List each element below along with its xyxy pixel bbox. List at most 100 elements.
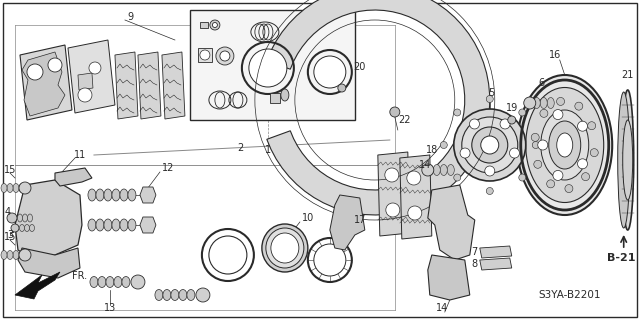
Ellipse shape bbox=[128, 219, 136, 231]
Ellipse shape bbox=[114, 276, 122, 287]
Polygon shape bbox=[68, 40, 115, 113]
Ellipse shape bbox=[98, 276, 106, 287]
Circle shape bbox=[220, 51, 230, 61]
Polygon shape bbox=[428, 255, 470, 300]
Ellipse shape bbox=[19, 225, 24, 231]
Circle shape bbox=[408, 206, 422, 220]
Ellipse shape bbox=[481, 136, 499, 154]
Circle shape bbox=[534, 160, 542, 168]
Ellipse shape bbox=[271, 233, 299, 263]
Circle shape bbox=[524, 97, 536, 109]
Text: 7: 7 bbox=[472, 247, 478, 257]
Circle shape bbox=[422, 164, 434, 176]
Circle shape bbox=[484, 166, 495, 176]
Circle shape bbox=[553, 171, 563, 180]
Text: 21: 21 bbox=[621, 70, 634, 80]
Ellipse shape bbox=[454, 109, 461, 116]
Circle shape bbox=[212, 22, 218, 28]
Circle shape bbox=[78, 88, 92, 102]
Circle shape bbox=[590, 149, 598, 157]
Ellipse shape bbox=[106, 276, 114, 287]
Ellipse shape bbox=[621, 90, 634, 230]
Circle shape bbox=[210, 20, 220, 30]
Circle shape bbox=[48, 58, 62, 72]
Ellipse shape bbox=[88, 189, 96, 201]
Circle shape bbox=[89, 62, 101, 74]
Polygon shape bbox=[138, 52, 161, 119]
Text: 18: 18 bbox=[426, 145, 438, 155]
Ellipse shape bbox=[104, 189, 112, 201]
Text: 3: 3 bbox=[7, 230, 13, 240]
Ellipse shape bbox=[90, 276, 98, 287]
Circle shape bbox=[582, 173, 589, 181]
Circle shape bbox=[577, 159, 588, 169]
Ellipse shape bbox=[486, 95, 493, 102]
Ellipse shape bbox=[1, 251, 7, 260]
Ellipse shape bbox=[209, 236, 247, 274]
Ellipse shape bbox=[519, 174, 526, 181]
Ellipse shape bbox=[19, 251, 25, 260]
Ellipse shape bbox=[472, 127, 508, 163]
Text: 8: 8 bbox=[472, 259, 478, 269]
Ellipse shape bbox=[540, 98, 547, 108]
Ellipse shape bbox=[623, 120, 633, 200]
Ellipse shape bbox=[447, 164, 454, 175]
Ellipse shape bbox=[547, 98, 554, 108]
Ellipse shape bbox=[440, 141, 447, 148]
Ellipse shape bbox=[517, 75, 612, 215]
Ellipse shape bbox=[120, 219, 128, 231]
Text: 20: 20 bbox=[354, 62, 366, 72]
Ellipse shape bbox=[128, 189, 136, 201]
Polygon shape bbox=[378, 152, 410, 236]
Circle shape bbox=[390, 107, 400, 117]
Ellipse shape bbox=[249, 49, 287, 87]
Circle shape bbox=[7, 213, 17, 223]
Circle shape bbox=[200, 50, 210, 60]
Ellipse shape bbox=[120, 189, 128, 201]
Polygon shape bbox=[267, 0, 490, 215]
Ellipse shape bbox=[454, 109, 525, 181]
Ellipse shape bbox=[533, 98, 540, 108]
Ellipse shape bbox=[13, 251, 19, 260]
Polygon shape bbox=[55, 168, 92, 186]
Text: 17: 17 bbox=[354, 215, 366, 225]
Polygon shape bbox=[15, 180, 82, 260]
Polygon shape bbox=[330, 195, 365, 250]
Circle shape bbox=[460, 148, 470, 158]
Ellipse shape bbox=[29, 225, 35, 231]
Ellipse shape bbox=[532, 141, 540, 148]
Ellipse shape bbox=[314, 244, 346, 276]
Ellipse shape bbox=[171, 290, 179, 300]
Ellipse shape bbox=[112, 189, 120, 201]
Bar bbox=[190, 10, 355, 120]
Ellipse shape bbox=[426, 164, 433, 175]
Text: 2: 2 bbox=[237, 143, 243, 153]
Text: 19: 19 bbox=[506, 103, 518, 113]
Text: 22: 22 bbox=[399, 115, 411, 125]
Circle shape bbox=[575, 102, 583, 110]
Circle shape bbox=[407, 171, 421, 185]
Ellipse shape bbox=[104, 219, 112, 231]
Circle shape bbox=[557, 97, 564, 105]
Polygon shape bbox=[15, 272, 60, 299]
Ellipse shape bbox=[13, 183, 19, 193]
Text: 6: 6 bbox=[539, 78, 545, 88]
Ellipse shape bbox=[519, 109, 526, 116]
Ellipse shape bbox=[462, 117, 518, 173]
Text: 9: 9 bbox=[127, 12, 133, 22]
Ellipse shape bbox=[163, 290, 171, 300]
Ellipse shape bbox=[557, 133, 573, 157]
Circle shape bbox=[588, 122, 596, 130]
Circle shape bbox=[216, 47, 234, 65]
Ellipse shape bbox=[262, 224, 308, 272]
Ellipse shape bbox=[187, 290, 195, 300]
Circle shape bbox=[547, 180, 555, 188]
Polygon shape bbox=[270, 93, 280, 103]
Ellipse shape bbox=[525, 87, 604, 203]
Circle shape bbox=[470, 119, 479, 129]
Circle shape bbox=[11, 224, 19, 232]
Circle shape bbox=[131, 275, 145, 289]
Polygon shape bbox=[140, 187, 156, 203]
Text: 10: 10 bbox=[301, 213, 314, 223]
Ellipse shape bbox=[548, 121, 580, 169]
